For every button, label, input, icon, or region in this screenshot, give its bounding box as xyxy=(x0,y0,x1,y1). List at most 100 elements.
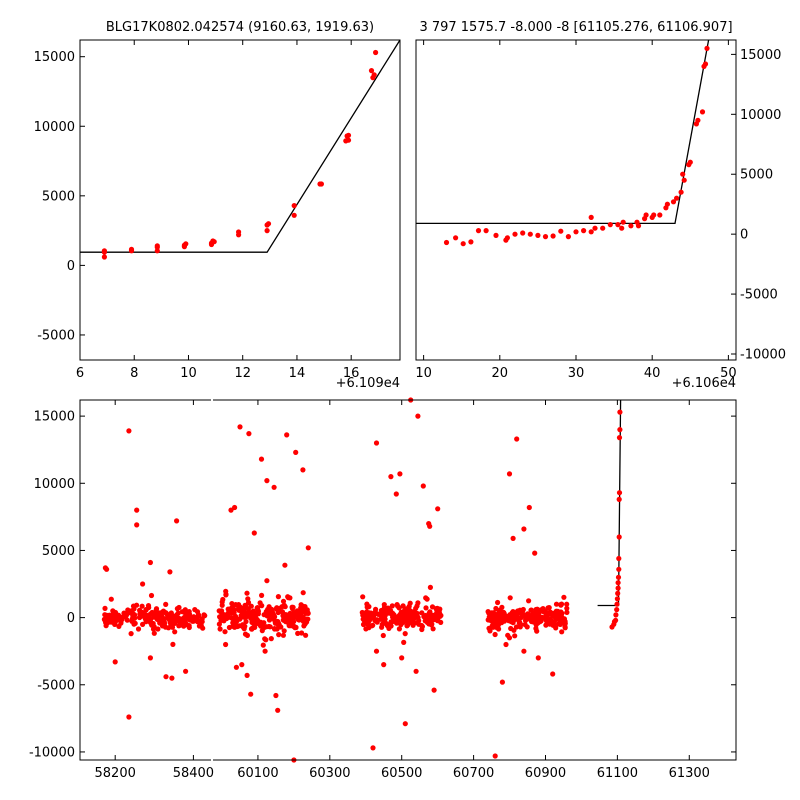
bottom-cluster-0-point-200 xyxy=(131,606,137,612)
top-left-point-26 xyxy=(345,137,352,143)
bottom-cluster-2-point-685 xyxy=(396,605,402,611)
top-right-point-9 xyxy=(512,231,518,237)
top-right-point-2 xyxy=(460,241,466,247)
bottom-cluster-1-point-280 xyxy=(243,618,249,625)
bottom-cluster-1-point-454 xyxy=(263,611,269,617)
bottom-outlier-10 xyxy=(112,659,118,665)
bottom-cluster-1-point-410 xyxy=(267,624,273,630)
bottom-cluster-3-point-858 xyxy=(508,625,514,632)
bottom-outlier-4 xyxy=(134,522,140,528)
top-right-ytick-label-1: 10000 xyxy=(740,108,781,123)
bottom-rise-point-4 xyxy=(613,612,619,618)
bottom-cluster-0-point-107 xyxy=(192,607,198,613)
bottom-cluster-3-point-804 xyxy=(512,633,518,639)
bottom-cluster-2-point-644 xyxy=(381,602,387,608)
bottom-outlier-55 xyxy=(514,436,520,442)
top-right-xtick-label-3: 40 xyxy=(644,366,661,381)
bottom-cluster-2-point-673 xyxy=(406,603,412,610)
bottom-outlier-43 xyxy=(420,483,426,489)
bottom-cluster-3-point-894 xyxy=(487,628,493,634)
bottom-outlier-56 xyxy=(526,504,532,511)
bottom-cluster-1-point-477 xyxy=(251,612,257,619)
bottom-outlier-50 xyxy=(381,662,387,668)
bottom-cluster-0-point-168 xyxy=(151,630,157,636)
top-left-point-23 xyxy=(318,181,324,187)
bottom-cluster-3-point-886 xyxy=(493,605,499,612)
bottom-cluster-0-point-218 xyxy=(107,617,113,624)
bottom-cluster-2-point-641 xyxy=(375,611,381,617)
bottom-outlier-23 xyxy=(284,432,290,438)
bottom-cluster-2-point-668 xyxy=(400,603,406,609)
top-right-ytick-label-5: -10000 xyxy=(740,348,786,363)
bottom-cluster-1-point-465 xyxy=(287,595,293,601)
bottom-outlier-33 xyxy=(275,707,281,713)
bottom-cluster-0-point-169 xyxy=(161,617,167,623)
top-right-point-41 xyxy=(681,177,687,183)
bottom-cluster-1-point-434 xyxy=(295,616,301,623)
bottom-outlier-14 xyxy=(147,655,153,661)
top-right-point-25 xyxy=(619,225,625,231)
bottom-cluster-3-point-745 xyxy=(553,601,560,607)
bottom-cluster-2-point-670 xyxy=(374,619,380,625)
top-right-point-16 xyxy=(565,234,572,240)
bottom-cluster-1-point-461 xyxy=(304,619,310,625)
bottom-cluster-0-point-215 xyxy=(198,617,205,623)
bottom-outlier-18 xyxy=(246,431,252,437)
bottom-cluster-1-point-476 xyxy=(267,609,273,615)
bottom-cluster-3-point-890 xyxy=(558,611,564,617)
top-right-ytick-label-4: -5000 xyxy=(740,288,778,303)
bottom-cluster-2-point-698 xyxy=(373,606,379,613)
top-right-point-24 xyxy=(615,222,621,228)
bottom-cluster-2-point-692 xyxy=(363,618,369,625)
bottom-outlier-62 xyxy=(535,655,541,661)
bottom-outlier-54 xyxy=(506,471,513,477)
top-left-xtick-label-5: 16 xyxy=(343,366,360,381)
top-right-point-45 xyxy=(695,117,701,123)
top-right-point-43 xyxy=(687,159,693,165)
bottom-rise-point-18 xyxy=(617,427,623,433)
bottom-cluster-3-point-909 xyxy=(493,624,499,630)
top-right-xtick-label-4: 50 xyxy=(720,366,737,381)
top-right-xtick-label-0: 10 xyxy=(415,366,432,381)
top-right-point-15 xyxy=(558,228,564,234)
bottom-cluster-0-point-139 xyxy=(201,612,207,618)
bottom-cluster-3-point-825 xyxy=(524,616,531,622)
bottom-cluster-3-point-805 xyxy=(561,594,567,600)
bottom-rise-point-11 xyxy=(615,574,622,580)
bottom-right-xtick-label-5: 61100 xyxy=(597,766,638,781)
bottom-outlier-57 xyxy=(510,535,516,542)
bottom-cluster-2-point-694 xyxy=(363,626,369,632)
top-left-x-offset: +6.109e4 xyxy=(336,376,400,391)
top-right-ytick-label-2: 5000 xyxy=(740,168,773,183)
bottom-cluster-2-point-661 xyxy=(389,612,395,618)
bottom-cluster-3-point-905 xyxy=(534,628,540,634)
bottom-rise-point-14 xyxy=(616,534,622,540)
bottom-cluster-3-point-808 xyxy=(507,595,513,601)
top-right-point-3 xyxy=(468,239,474,245)
bottom-cluster-3-point-803 xyxy=(526,598,532,604)
bottom-cluster-3-point-915 xyxy=(551,621,558,627)
top-left-ytick-label-4: -5000 xyxy=(37,328,75,343)
bottom-cluster-1-point-458 xyxy=(294,612,300,618)
bottom-cluster-3-point-877 xyxy=(562,624,568,630)
top-right-point-5 xyxy=(483,228,489,234)
top-right-point-23 xyxy=(607,222,613,228)
bottom-rise-point-10 xyxy=(615,580,621,586)
bottom-cluster-0-point-179 xyxy=(169,615,175,621)
plot-top-right: 3 797 1575.7 -8.000 -8 [61105.276, 61106… xyxy=(415,20,786,391)
bottom-outlier-60 xyxy=(499,679,505,685)
bottom-cluster-3-point-819 xyxy=(505,632,511,638)
bottom-outlier-52 xyxy=(413,668,419,674)
bottom-cluster-0-point-195 xyxy=(195,612,202,618)
bottom-right-xtick-label-1: 60300 xyxy=(309,766,350,781)
bottom-cluster-2-point-666 xyxy=(405,608,411,614)
top-right-frame xyxy=(415,39,737,361)
bottom-rise-point-8 xyxy=(615,590,621,597)
bottom-outlier-21 xyxy=(264,478,270,484)
bottom-ytick-label-1: 10000 xyxy=(34,477,75,492)
bottom-cluster-0-point-214 xyxy=(147,619,153,626)
bottom-cluster-0-point-81 xyxy=(139,603,145,609)
bottom-outlier-29 xyxy=(239,662,245,668)
bottom-cluster-3-point-742 xyxy=(564,605,570,611)
bottom-cluster-2-point-534 xyxy=(401,639,407,646)
